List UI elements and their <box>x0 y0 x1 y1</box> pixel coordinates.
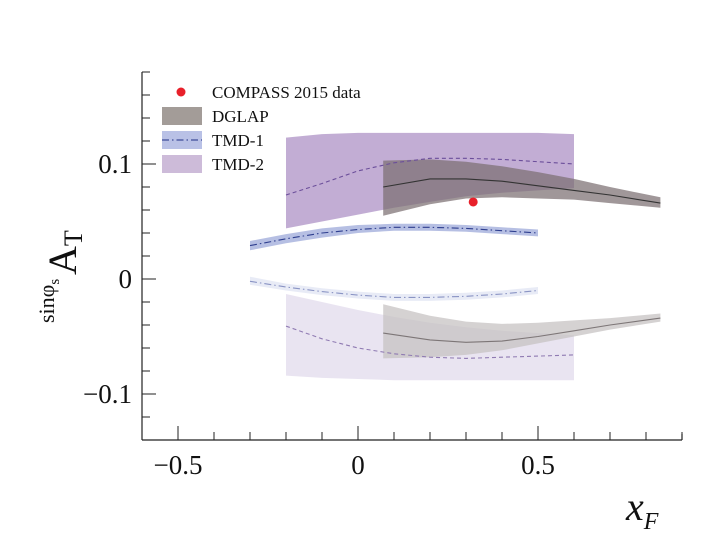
x-tick-label: −0.5 <box>154 450 203 480</box>
band-dglap-lower <box>383 304 661 359</box>
central-lines-layer <box>249 157 661 359</box>
line-tmd-1-lower <box>249 280 539 298</box>
x-tick-label: 0 <box>351 450 365 480</box>
band-dglap-upper <box>383 159 661 216</box>
svg-text:sinφs: sinφs <box>34 279 63 323</box>
band-tmd-1-upper <box>250 223 538 251</box>
data-points-layer <box>468 197 478 207</box>
x-axis-title-main: x <box>625 484 644 529</box>
axis-ticks-layer: 0.1 0 −0.1 −0.5 0 0.5 <box>83 71 683 480</box>
legend-marker-compass <box>176 87 186 97</box>
y-tick-label: −0.1 <box>83 379 132 409</box>
line-dglap-upper <box>383 178 661 204</box>
x-axis-title: xF <box>625 484 659 535</box>
svg-text:AT: AT <box>40 230 88 275</box>
y-axis-title-sub: T <box>59 230 88 246</box>
legend-label-tmd-2: TMD-2 <box>212 155 264 174</box>
line-dglap-lower <box>383 317 661 343</box>
axes-frame <box>141 72 683 441</box>
x-axis-title-sub: F <box>643 509 659 535</box>
y-tick-label: 0 <box>119 264 133 294</box>
y-axis-title: AT sinφs <box>34 230 88 323</box>
line-tmd-2-lower <box>285 325 575 359</box>
legend-swatch-dglap <box>162 107 202 125</box>
legend: COMPASS 2015 data DGLAP TMD-1 TMD-2 <box>162 83 361 174</box>
legend-label-tmd-1: TMD-1 <box>212 131 264 150</box>
band-tmd-1-lower <box>250 276 538 301</box>
line-tmd-1-upper <box>249 226 539 247</box>
y-axis-title-main: A <box>40 246 85 275</box>
y-axis-title-sup: sinφ <box>34 285 59 323</box>
legend-label-dglap: DGLAP <box>212 107 269 126</box>
y-axis-title-sup-sub: s <box>47 279 63 285</box>
y-tick-label: 0.1 <box>98 149 132 179</box>
bands-layer <box>250 132 661 381</box>
x-tick-label: 0.5 <box>521 450 555 480</box>
compass-data-point <box>468 197 478 207</box>
legend-swatch-tmd-2 <box>162 155 202 173</box>
line-tmd-2-upper <box>285 157 575 196</box>
legend-label-compass-2015-data: COMPASS 2015 data <box>212 83 361 102</box>
